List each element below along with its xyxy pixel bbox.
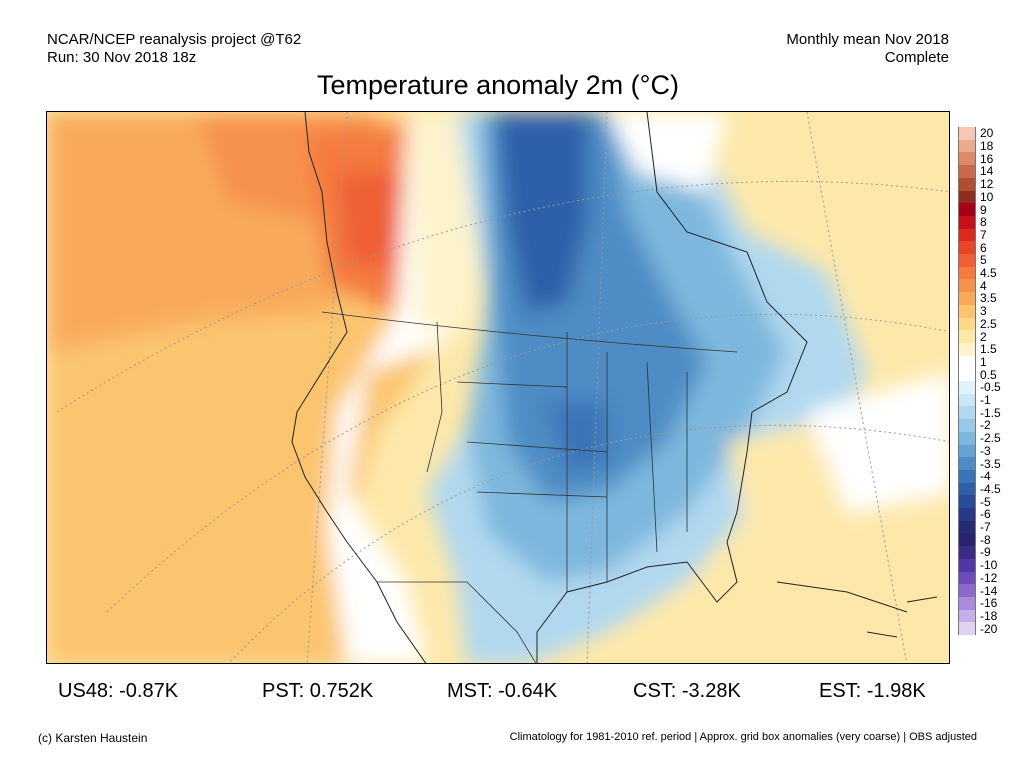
colorbar-tick-label: -1.5 <box>980 405 1001 420</box>
stat-pst: PST: 0.752K <box>262 680 374 702</box>
map-canvas <box>47 112 949 663</box>
colorbar-swatch <box>958 355 976 369</box>
colorbar-swatch <box>958 482 976 496</box>
colorbar-swatch <box>958 393 976 407</box>
colorbar-swatch <box>958 406 976 420</box>
colorbar-swatch <box>958 292 976 306</box>
colorbar-tick-label: 2.5 <box>980 316 997 331</box>
colorbar-swatch <box>958 609 976 623</box>
graticule <box>56 112 949 663</box>
colorbar-tick-label: -2 <box>980 418 991 433</box>
colorbar-tick-label: 20 <box>980 126 994 141</box>
colorbar-tick-label: 14 <box>980 164 994 179</box>
colorbar-tick-label: 0.5 <box>980 367 997 382</box>
colorbar-tick-label: -20 <box>980 621 998 636</box>
colorbar-tick-label: 9 <box>980 202 987 217</box>
colorbar-tick-label: 1 <box>980 354 987 369</box>
colorbar-swatch <box>958 304 976 318</box>
header-right: Monthly mean Nov 2018 Complete <box>786 31 949 67</box>
colorbar-swatch <box>958 419 976 433</box>
colorbar-swatch <box>958 152 976 166</box>
colorbar-tick-label: 10 <box>980 189 994 204</box>
colorbar-tick-label: 3.5 <box>980 291 997 306</box>
colorbar-tick-label: 7 <box>980 227 987 242</box>
colorbar-swatch <box>958 203 976 217</box>
colorbar-tick-label: -4 <box>980 469 991 484</box>
colorbar-swatch <box>958 495 976 509</box>
colorbar-tick-label: -3 <box>980 443 991 458</box>
colorbar-swatch <box>958 596 976 611</box>
colorbar-tick-label: 8 <box>980 215 987 230</box>
colorbar-tick-label: -18 <box>980 608 998 623</box>
colorbar-swatch <box>958 457 976 471</box>
colorbar-swatch <box>958 190 976 204</box>
stat-cst: CST: -3.28K <box>633 680 741 702</box>
colorbar-tick-label: -14 <box>980 583 998 598</box>
colorbar-swatch <box>958 508 976 522</box>
colorbar-tick-label: -2.5 <box>980 431 1001 446</box>
colorbar-tick-label: 3 <box>980 304 987 319</box>
colorbar-tick-label: -6 <box>980 507 991 522</box>
period-label: Monthly mean Nov 2018 <box>786 31 949 48</box>
header-left: NCAR/NCEP reanalysis project @T62 Run: 3… <box>47 31 301 67</box>
colorbar-tick-label: 5 <box>980 253 987 268</box>
colorbar-swatch <box>958 254 976 268</box>
colorbar-tick-label: 2 <box>980 329 987 344</box>
stat-us48: US48: -0.87K <box>58 680 179 702</box>
colorbar-tick-label: -9 <box>980 545 991 560</box>
colorbar-swatch <box>958 571 976 585</box>
footer-notes: Climatology for 1981-2010 ref. period | … <box>509 731 977 743</box>
colorbar-tick-label: 4.5 <box>980 266 997 281</box>
colorbar-swatch <box>958 317 976 331</box>
colorbar-tick-label: -8 <box>980 532 991 547</box>
colorbar-swatch <box>958 558 976 572</box>
colorbar-tick-label: -10 <box>980 558 998 573</box>
colorbar-swatch <box>958 215 976 230</box>
stat-mst: MST: -0.64K <box>447 680 558 702</box>
colorbar-tick-label: 1.5 <box>980 342 997 357</box>
colorbar-swatch <box>958 228 976 242</box>
colorbar-swatch <box>958 444 976 458</box>
colorbar-swatch <box>958 520 976 534</box>
colorbar-tick-label: 16 <box>980 151 994 166</box>
colorbar-swatch <box>958 241 976 255</box>
colorbar-tick-label: -16 <box>980 596 998 611</box>
model-label: NCAR/NCEP reanalysis project @T62 <box>47 31 302 48</box>
status-label: Complete <box>884 49 949 66</box>
colorbar-swatch <box>958 342 976 357</box>
colorbar-tick-label: -12 <box>980 570 998 585</box>
colorbar-swatch <box>958 381 976 395</box>
colorbar-swatch <box>958 177 976 191</box>
colorbar-swatch <box>958 584 976 598</box>
colorbar-swatch <box>958 622 976 636</box>
colorbar-swatch <box>958 533 976 547</box>
colorbar-swatch <box>958 431 976 445</box>
colorbar-tick-label: 6 <box>980 240 987 255</box>
colorbar-tick-label: 12 <box>980 177 994 192</box>
footer-copyright: (c) Karsten Haustein <box>38 731 148 745</box>
stat-est: EST: -1.98K <box>819 680 926 702</box>
colorbar-tick-label: -3.5 <box>980 456 1001 471</box>
colorbar-swatch <box>958 469 976 484</box>
colorbar-tick-label: -7 <box>980 520 991 535</box>
colorbar-tick-label: 4 <box>980 278 987 293</box>
colorbar-tick-label: -4.5 <box>980 481 1001 496</box>
run-label: Run: 30 Nov 2018 18z <box>47 49 197 66</box>
map-title: Temperature anomaly 2m (°C) <box>317 70 679 100</box>
colorbar-swatch <box>958 266 976 280</box>
colorbar-swatch <box>958 368 976 382</box>
colorbar-tick-label: 18 <box>980 139 994 154</box>
borders <box>321 311 738 663</box>
colorbar-swatch <box>958 165 976 179</box>
colorbar-swatch <box>958 546 976 560</box>
colorbar-swatch <box>958 279 976 293</box>
anomaly-map <box>46 111 950 664</box>
colorbar-swatch <box>958 330 976 344</box>
colorbar-swatch <box>958 139 976 153</box>
colorbar-tick-label: -0.5 <box>980 380 1001 395</box>
colorbar-tick-label: -5 <box>980 494 991 509</box>
colorbar-swatch <box>958 127 976 141</box>
colorbar-tick-label: -1 <box>980 393 991 408</box>
